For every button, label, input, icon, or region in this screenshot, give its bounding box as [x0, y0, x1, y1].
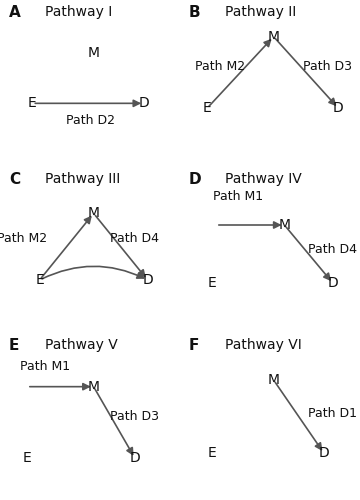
Text: M: M — [278, 218, 291, 232]
Text: C: C — [9, 172, 20, 186]
Text: Pathway III: Pathway III — [45, 172, 120, 185]
Text: Pathway II: Pathway II — [225, 5, 296, 19]
Text: Path M2: Path M2 — [0, 232, 47, 245]
Text: Pathway I: Pathway I — [45, 5, 112, 19]
Text: D: D — [189, 172, 202, 186]
Text: E: E — [203, 102, 211, 116]
Text: Path D3: Path D3 — [303, 60, 352, 73]
Text: Path D1: Path D1 — [309, 407, 357, 420]
Text: D: D — [139, 96, 149, 110]
Text: E: E — [208, 276, 217, 290]
Text: M: M — [87, 206, 100, 220]
Text: E: E — [28, 96, 37, 110]
Text: B: B — [189, 5, 201, 20]
Text: Path D4: Path D4 — [111, 232, 159, 245]
Text: F: F — [189, 338, 199, 353]
Text: M: M — [267, 30, 280, 44]
Text: E: E — [23, 452, 31, 466]
Text: Path M1: Path M1 — [20, 360, 70, 373]
Text: D: D — [333, 102, 344, 116]
Text: D: D — [319, 446, 329, 460]
Text: M: M — [267, 373, 280, 387]
Text: E: E — [208, 446, 217, 460]
Text: Pathway V: Pathway V — [45, 338, 118, 352]
Text: Path D2: Path D2 — [66, 114, 114, 126]
Text: D: D — [130, 452, 140, 466]
Text: E: E — [9, 338, 19, 353]
Text: D: D — [328, 276, 338, 290]
Text: Path M2: Path M2 — [194, 60, 245, 73]
Text: Path M1: Path M1 — [212, 190, 263, 203]
Text: M: M — [87, 46, 100, 60]
Text: Path D4: Path D4 — [309, 244, 357, 256]
Text: Path D3: Path D3 — [111, 410, 159, 423]
Text: A: A — [9, 5, 21, 20]
Text: Pathway IV: Pathway IV — [225, 172, 302, 185]
Text: D: D — [142, 273, 153, 287]
Text: E: E — [35, 273, 44, 287]
Text: Pathway VI: Pathway VI — [225, 338, 302, 352]
Text: M: M — [87, 380, 100, 394]
